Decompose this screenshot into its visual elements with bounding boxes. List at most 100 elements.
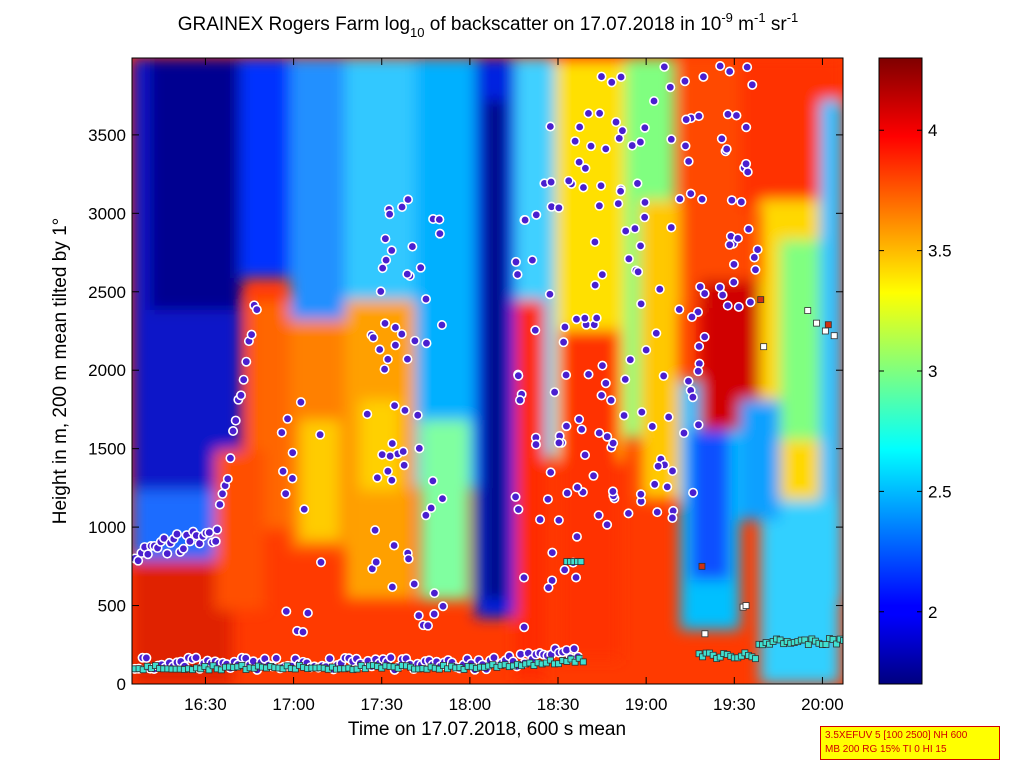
layer-detection-marker xyxy=(743,224,754,235)
colorbar-tick-label: 2 xyxy=(928,603,937,622)
layer-detection-marker xyxy=(544,289,555,300)
layer-detection-marker xyxy=(687,392,698,403)
layer-detection-marker xyxy=(210,536,221,547)
layer-detection-marker xyxy=(407,241,418,252)
layer-detection-marker xyxy=(596,390,607,401)
layer-detection-marker xyxy=(639,197,650,208)
layer-detection-marker xyxy=(278,466,289,477)
cloud-base-marker xyxy=(353,665,361,673)
layer-detection-marker xyxy=(553,515,564,526)
layer-detection-marker xyxy=(600,143,611,154)
layer-detection-marker xyxy=(434,228,445,239)
colorbar-tick-label: 4 xyxy=(928,121,937,140)
layer-detection-marker xyxy=(399,460,410,471)
layer-detection-marker xyxy=(724,239,735,250)
layer-detection-marker xyxy=(420,510,431,521)
layer-detection-marker xyxy=(403,553,414,564)
heatmap-blobs xyxy=(132,58,843,684)
layer-detection-marker xyxy=(387,582,398,593)
cloud-base-marker xyxy=(546,656,554,664)
layer-detection-marker xyxy=(616,71,627,82)
cloud-base-marker xyxy=(824,321,832,329)
layer-detection-marker xyxy=(652,507,663,518)
layer-detection-marker xyxy=(399,405,410,416)
layer-detection-marker xyxy=(683,376,694,387)
layer-detection-marker xyxy=(396,329,407,340)
cloud-base-marker xyxy=(205,666,213,674)
layer-detection-marker xyxy=(699,288,710,299)
cloud-base-marker xyxy=(238,661,246,669)
layer-detection-marker xyxy=(588,470,599,481)
layer-detection-marker xyxy=(178,543,189,554)
layer-detection-marker xyxy=(728,277,739,288)
layer-detection-marker xyxy=(281,606,292,617)
y-tick-label: 3500 xyxy=(88,126,126,145)
layer-detection-marker xyxy=(171,529,182,540)
layer-detection-marker xyxy=(583,369,594,380)
layer-detection-marker xyxy=(222,473,233,484)
layer-detection-marker xyxy=(382,466,393,477)
info-line-1: 3.5XEFUV 5 [100 2500] NH 600 xyxy=(825,730,968,741)
layer-detection-marker xyxy=(315,429,326,440)
layer-detection-marker xyxy=(436,320,447,331)
y-tick-label: 500 xyxy=(98,597,126,616)
layer-detection-marker xyxy=(520,215,531,226)
layer-detection-marker xyxy=(295,397,306,408)
layer-detection-marker xyxy=(370,525,381,536)
layer-detection-marker xyxy=(724,66,735,77)
layer-detection-marker xyxy=(225,453,236,464)
cloud-base-marker xyxy=(698,562,706,570)
cloud-base-marker xyxy=(579,658,587,666)
x-tick-label: 20:00 xyxy=(801,695,844,714)
layer-detection-marker xyxy=(665,82,676,93)
colorbar-tick-label: 3.5 xyxy=(928,242,952,261)
layer-detection-marker xyxy=(583,108,594,119)
layer-detection-marker xyxy=(594,200,605,211)
layer-detection-marker xyxy=(576,424,587,435)
layer-detection-marker xyxy=(397,202,408,213)
layer-detection-marker xyxy=(271,653,282,664)
layer-detection-marker xyxy=(635,137,646,148)
y-axis: 0 500 1000 1500 2000 2500 3000 3500 xyxy=(88,126,843,694)
layer-detection-marker xyxy=(602,431,613,442)
layer-detection-marker xyxy=(647,421,658,432)
layer-detection-marker xyxy=(623,253,634,264)
layer-detection-marker xyxy=(162,548,173,559)
layer-detection-marker xyxy=(384,209,395,220)
layer-detection-marker xyxy=(429,609,440,620)
layer-detection-marker xyxy=(654,284,665,295)
layer-detection-marker xyxy=(574,157,585,168)
colorbar-tick-label: 2.5 xyxy=(928,482,952,501)
cloud-base-marker xyxy=(840,637,843,644)
y-tick-label: 1500 xyxy=(88,440,126,459)
layer-detection-marker xyxy=(674,304,685,315)
layer-detection-marker xyxy=(749,252,760,263)
layer-detection-marker xyxy=(617,125,628,136)
layer-detection-marker xyxy=(662,481,673,492)
layer-detection-marker xyxy=(722,109,733,120)
layer-detection-marker xyxy=(563,175,574,186)
layer-detection-marker xyxy=(572,482,583,493)
layer-detection-marker xyxy=(596,180,607,191)
layer-detection-marker xyxy=(409,335,420,346)
layer-detection-marker xyxy=(741,158,752,169)
y-tick-label: 2000 xyxy=(88,361,126,380)
layer-detection-marker xyxy=(594,427,605,438)
layer-detection-marker xyxy=(214,499,225,510)
layer-detection-marker xyxy=(390,322,401,333)
layer-detection-marker xyxy=(527,255,538,266)
layer-detection-marker xyxy=(636,407,647,418)
layer-detection-marker xyxy=(230,415,241,426)
colorbar-tick-label: 3 xyxy=(928,362,937,381)
layer-detection-marker xyxy=(571,314,582,325)
cloud-base-marker xyxy=(699,653,706,661)
layer-detection-marker xyxy=(375,286,386,297)
y-tick-label: 1000 xyxy=(88,518,126,537)
layer-detection-marker xyxy=(580,163,591,174)
info-line-2: MB 200 RG 15% TI 0 HI 15 xyxy=(825,744,947,755)
layer-detection-marker xyxy=(518,572,529,583)
layer-detection-marker xyxy=(381,255,392,266)
x-tick-label: 17:30 xyxy=(360,695,403,714)
layer-detection-marker xyxy=(362,409,373,420)
